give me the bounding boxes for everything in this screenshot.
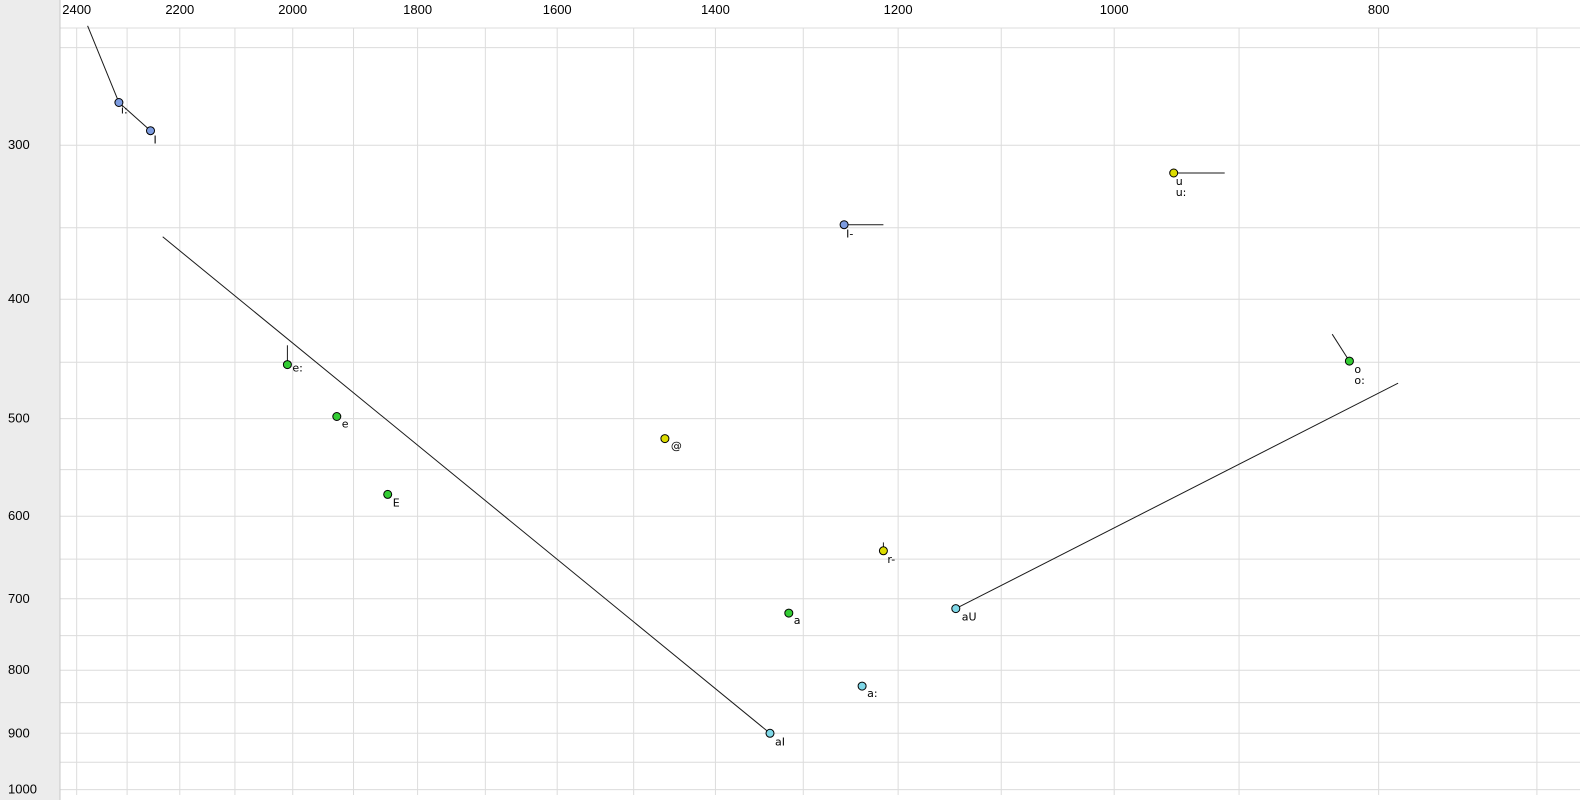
data-point-label-@: @ [671, 440, 682, 453]
data-point-label-a:: a: [867, 687, 877, 700]
y-axis-tick: 500 [8, 411, 30, 426]
data-point-label-r-: r- [887, 553, 895, 566]
data-point-label-o:: o: [1354, 374, 1364, 387]
data-point-aU [951, 604, 961, 614]
x-axis-tick: 800 [1368, 2, 1390, 17]
data-point-label-e:: e: [292, 362, 302, 375]
data-point-E [383, 489, 393, 499]
x-axis-tick: 1000 [1100, 2, 1129, 17]
x-axis-tick: 1800 [403, 2, 432, 17]
y-axis-tick: 600 [8, 508, 30, 523]
data-point-label-I-: I- [846, 228, 853, 241]
data-point-I- [839, 220, 849, 230]
data-point-label-aU: aU [962, 611, 977, 624]
data-point-a: [857, 681, 867, 691]
data-point-labels: i: Iuu: I-e: e @ Er-a aU a: aI oo: [121, 104, 1365, 749]
y-axis-tick: 800 [8, 662, 30, 677]
data-point-label-i:: i: [121, 104, 128, 117]
y-axis-tick: 700 [8, 591, 30, 606]
y-axis-gutter [0, 0, 60, 800]
y-axis-tick: 900 [8, 725, 30, 740]
y-axis-tick-labels: 300 400 500 600 700 800 900 1000 [8, 137, 37, 797]
x-axis-tick: 2400 [62, 2, 91, 17]
data-points [114, 98, 1354, 738]
x-axis-tick: 2000 [278, 2, 307, 17]
y-axis-tick: 400 [8, 291, 30, 306]
data-point-e [332, 412, 342, 421]
formant-trajectory-aI-glide [162, 236, 771, 734]
data-point-u [1169, 168, 1179, 178]
x-axis-tick-labels: 2400 2200 2000 1800 1600 1400 1200 1000 800 [62, 2, 1389, 17]
x-axis-tick: 2200 [165, 2, 194, 17]
data-point-label-e: e [342, 418, 349, 431]
y-axis-tick: 1000 [8, 782, 37, 797]
data-point-label-a: a [794, 614, 801, 627]
data-point-label-I: I [154, 134, 157, 147]
formant-trajectory-o:-stub [1331, 333, 1350, 362]
x-axis-tick: 1600 [543, 2, 572, 17]
data-point-label-E: E [393, 496, 400, 509]
data-point-@ [660, 434, 670, 444]
x-axis-tick: 1400 [701, 2, 730, 17]
data-point-label-o: o [1354, 363, 1361, 376]
formant-trajectory-aU-glide [955, 382, 1399, 610]
data-point-e: [282, 360, 292, 370]
data-point-label-u: u [1176, 175, 1183, 188]
gridlines [60, 28, 1580, 795]
data-point-i: [114, 98, 124, 107]
x-axis-tick: 1200 [884, 2, 913, 17]
data-point-r- [878, 546, 888, 556]
data-point-label-aI: aI [775, 735, 785, 748]
data-point-o [1344, 356, 1354, 366]
data-point-a [784, 608, 794, 618]
data-point-aI [765, 728, 775, 738]
y-axis-tick: 300 [8, 137, 30, 152]
data-point-I [146, 126, 155, 136]
data-point-label-u:: u: [1176, 186, 1187, 199]
